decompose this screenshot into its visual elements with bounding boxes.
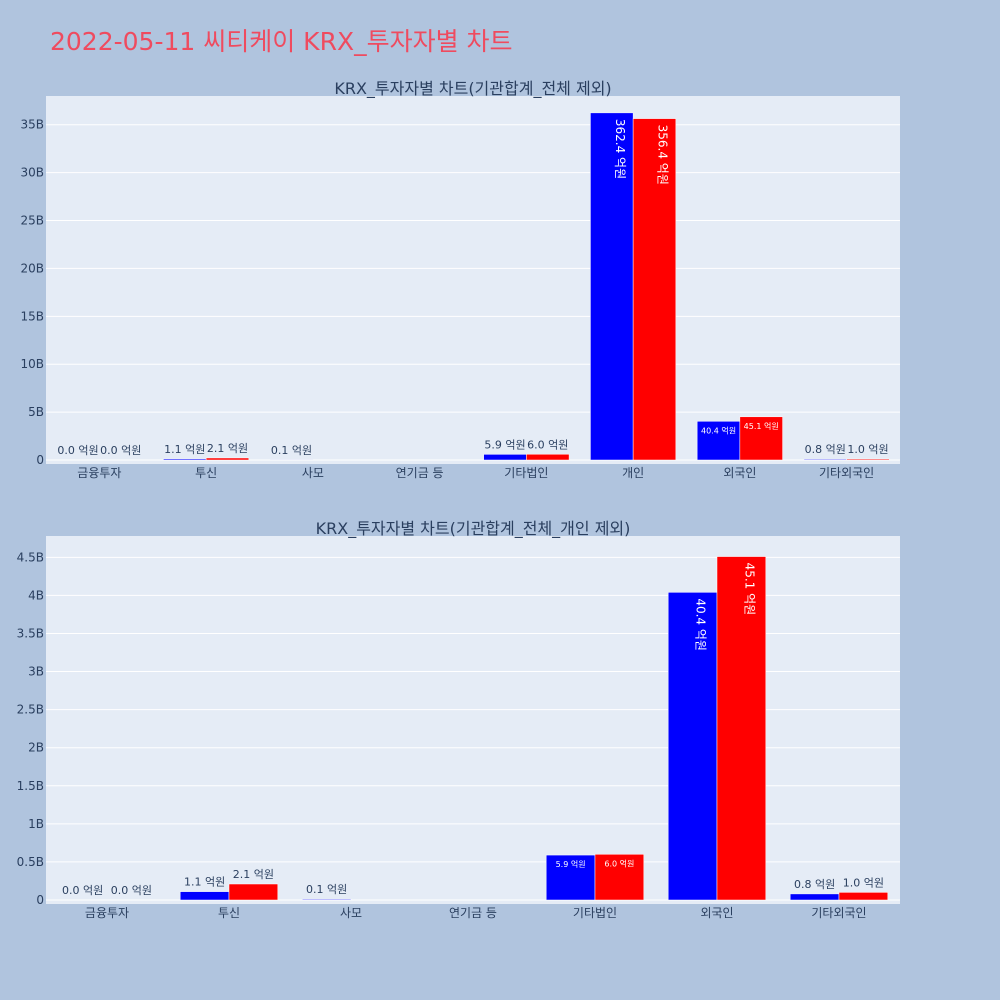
- bar: [526, 454, 570, 461]
- data-label: 0.1 억원: [306, 883, 347, 896]
- y-tick-label: 15B: [20, 309, 44, 323]
- bar: [205, 457, 250, 461]
- bar: [590, 112, 634, 461]
- x-tick-label: 외국인: [700, 906, 733, 920]
- bar: [716, 556, 767, 901]
- bar: [739, 416, 783, 461]
- x-tick-label: 투신: [195, 466, 217, 480]
- data-label: 1.1 억원: [184, 876, 225, 889]
- y-tick-label: 2.5B: [17, 703, 44, 717]
- x-tick-label: 투신: [218, 906, 240, 920]
- y-tick-label: 1.5B: [17, 779, 44, 793]
- chart-2: 0 0.5B 1B 1.5B 2B 2.5B 3B 3.5B 4B 4.5B KRX_투자자별 차트…: [17, 519, 900, 920]
- y-tick-label: 5B: [28, 405, 44, 419]
- data-label: 0.8 억원: [794, 878, 835, 891]
- y-tick-label: 1B: [28, 817, 44, 831]
- x-tick-label: 기타외국인: [819, 466, 874, 480]
- data-label: 0.0 억원: [57, 444, 98, 457]
- data-label: 2.1 억원: [207, 442, 248, 455]
- y-tick-label: 0: [36, 893, 44, 907]
- data-label: 0.0 억원: [100, 444, 141, 457]
- x-tick-label: 기타법인: [504, 466, 548, 480]
- y-tick-label: 10B: [20, 357, 44, 371]
- data-label: 0.1 억원: [271, 444, 312, 457]
- y-tick-label: 2B: [28, 741, 44, 755]
- bar: [483, 454, 527, 461]
- data-label: 5.9 억원: [484, 438, 525, 451]
- chart-title: KRX_투자자별 차트(기관합계_전체 제외): [334, 79, 611, 99]
- bar: [545, 854, 596, 901]
- x-tick-label: 기타법인: [573, 906, 617, 920]
- data-label: 6.0 억원: [527, 438, 568, 451]
- data-label: 40.4 억원: [701, 425, 736, 435]
- bar: [789, 893, 840, 901]
- plot-area: [46, 96, 900, 464]
- data-label: 356.4 억원: [655, 125, 669, 185]
- bar: [179, 891, 230, 901]
- bar: [228, 883, 279, 901]
- x-tick-label: 외국인: [723, 466, 756, 480]
- y-tick-label: 35B: [20, 118, 44, 132]
- x-tick-label: 연기금 등: [449, 906, 497, 920]
- bar: [803, 458, 847, 461]
- chart-title: KRX_투자자별 차트(기관합계_전체_개인 제외): [316, 519, 631, 539]
- y-tick-label: 25B: [20, 214, 44, 228]
- data-label: 0.0 억원: [111, 884, 152, 897]
- bar: [301, 898, 352, 901]
- y-tick-label: 3B: [28, 665, 44, 679]
- y-tick-label: 4B: [28, 588, 44, 602]
- x-tick-label: 금융투자: [85, 906, 129, 920]
- data-label: 6.0 억원: [604, 858, 634, 868]
- y-tick-label: 30B: [20, 166, 44, 180]
- bar: [632, 118, 677, 461]
- data-label: 362.4 억원: [613, 119, 627, 179]
- bar: [594, 854, 645, 901]
- data-label: 45.1 억원: [744, 421, 779, 431]
- data-label: 1.0 억원: [847, 443, 888, 456]
- x-tick-label: 기타외국인: [811, 906, 866, 920]
- y-tick-label: 4.5B: [17, 550, 44, 564]
- bar: [163, 458, 207, 461]
- plot-area: [46, 536, 900, 904]
- x-tick-label: 개인: [622, 466, 644, 480]
- bar: [838, 892, 889, 901]
- data-label: 2.1 억원: [233, 868, 274, 881]
- y-tick-label: 3.5B: [17, 626, 44, 640]
- bar: [696, 421, 741, 461]
- data-label: 1.1 억원: [164, 443, 205, 456]
- data-label: 40.4 억원: [694, 598, 708, 651]
- y-tick-label: 20B: [20, 261, 44, 275]
- data-label: 0.0 억원: [62, 884, 103, 897]
- y-tick-label: 0: [36, 453, 44, 467]
- x-tick-label: 사모: [302, 466, 324, 480]
- y-tick-label: 0.5B: [17, 855, 44, 869]
- bar: [846, 458, 890, 461]
- x-tick-label: 연기금 등: [396, 466, 444, 480]
- chart-1: 0 5B 10B 15B 20B 25B 30B 35B KRX_투자자별 차트(기관합계_전체…: [20, 79, 900, 480]
- x-tick-label: 금융투자: [77, 466, 121, 480]
- data-label: 5.9 억원: [556, 859, 586, 869]
- x-tick-label: 사모: [340, 906, 362, 920]
- data-label: 1.0 억원: [843, 876, 884, 889]
- page-title: 2022-05-11 씨티케이 KRX_투자자별 차트: [50, 27, 513, 56]
- data-label: 45.1 억원: [742, 563, 756, 616]
- data-label: 0.8 억원: [805, 443, 846, 456]
- bar: [667, 592, 718, 901]
